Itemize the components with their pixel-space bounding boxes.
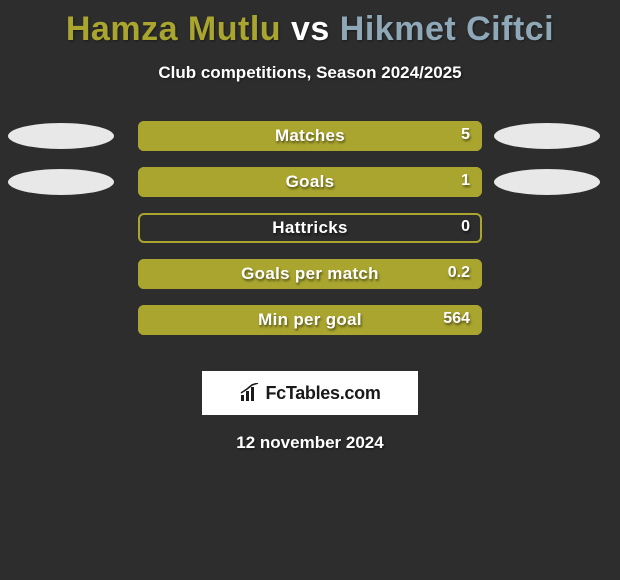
stat-row: Goals per match 0.2 xyxy=(0,259,620,305)
stat-label: Goals xyxy=(286,172,335,192)
stat-row: Goals 1 xyxy=(0,167,620,213)
logo-box: FcTables.com xyxy=(202,371,418,415)
ellipse-right xyxy=(494,123,600,149)
stat-value: 5 xyxy=(461,126,470,144)
stat-value: 0.2 xyxy=(448,264,470,282)
date-text: 12 november 2024 xyxy=(0,433,620,453)
title-player2: Hikmet Ciftci xyxy=(340,10,554,48)
stat-label: Goals per match xyxy=(241,264,379,284)
stat-row: Matches 5 xyxy=(0,121,620,167)
stat-label: Matches xyxy=(275,126,345,146)
stat-value: 564 xyxy=(443,310,470,328)
subtitle: Club competitions, Season 2024/2025 xyxy=(0,63,620,83)
stat-label: Min per goal xyxy=(258,310,362,330)
stat-row: Min per goal 564 xyxy=(0,305,620,351)
title-player1: Hamza Mutlu xyxy=(66,10,281,48)
ellipse-right xyxy=(494,169,600,195)
title-vs: vs xyxy=(291,10,330,48)
stat-row: Hattricks 0 xyxy=(0,213,620,259)
ellipse-left xyxy=(8,169,114,195)
stats-container: Matches 5 Goals 1 Hattricks 0 Goals per match 0… xyxy=(0,121,620,351)
stat-value: 1 xyxy=(461,172,470,190)
stat-value: 0 xyxy=(461,218,470,236)
page-title: Hamza Mutlu vs Hikmet Ciftci xyxy=(0,0,620,49)
ellipse-left xyxy=(8,123,114,149)
stat-label: Hattricks xyxy=(272,218,347,238)
chart-icon xyxy=(239,383,261,403)
logo-text: FcTables.com xyxy=(265,383,380,404)
